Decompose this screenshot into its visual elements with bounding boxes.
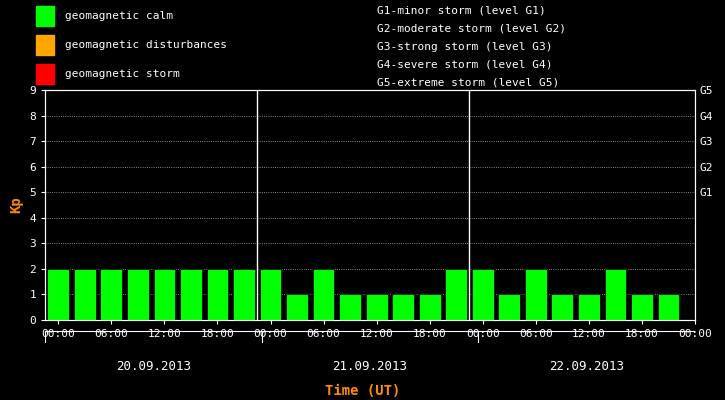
Text: G4-severe storm (level G4): G4-severe storm (level G4) bbox=[377, 60, 552, 70]
Bar bbox=[47, 269, 69, 320]
Text: 22.09.2013: 22.09.2013 bbox=[549, 360, 624, 373]
Text: G1-minor storm (level G1): G1-minor storm (level G1) bbox=[377, 6, 546, 16]
Text: Time (UT): Time (UT) bbox=[325, 384, 400, 398]
Bar bbox=[74, 269, 96, 320]
Bar bbox=[233, 269, 255, 320]
Bar bbox=[472, 269, 494, 320]
Text: 21.09.2013: 21.09.2013 bbox=[333, 360, 407, 373]
Bar bbox=[154, 269, 175, 320]
Text: G5-extreme storm (level G5): G5-extreme storm (level G5) bbox=[377, 78, 559, 88]
Text: geomagnetic storm: geomagnetic storm bbox=[65, 69, 180, 79]
Text: 20.09.2013: 20.09.2013 bbox=[116, 360, 191, 373]
Bar bbox=[286, 294, 308, 320]
Bar bbox=[578, 294, 600, 320]
Bar bbox=[445, 269, 467, 320]
Bar bbox=[180, 269, 202, 320]
Bar bbox=[631, 294, 652, 320]
Bar bbox=[339, 294, 361, 320]
Bar bbox=[605, 269, 626, 320]
Bar bbox=[207, 269, 228, 320]
Bar bbox=[260, 269, 281, 320]
Text: G2-moderate storm (level G2): G2-moderate storm (level G2) bbox=[377, 24, 566, 34]
Text: geomagnetic disturbances: geomagnetic disturbances bbox=[65, 40, 227, 50]
Bar bbox=[36, 64, 54, 84]
Bar bbox=[525, 269, 547, 320]
Text: geomagnetic calm: geomagnetic calm bbox=[65, 11, 173, 21]
Y-axis label: Kp: Kp bbox=[9, 197, 24, 213]
Bar bbox=[658, 294, 679, 320]
Bar bbox=[365, 294, 387, 320]
Text: G3-strong storm (level G3): G3-strong storm (level G3) bbox=[377, 42, 552, 52]
Bar bbox=[552, 294, 573, 320]
Bar bbox=[392, 294, 414, 320]
Bar bbox=[101, 269, 123, 320]
Bar bbox=[127, 269, 149, 320]
Bar bbox=[36, 35, 54, 55]
Bar bbox=[36, 6, 54, 26]
Bar bbox=[498, 294, 520, 320]
Bar bbox=[312, 269, 334, 320]
Bar bbox=[419, 294, 441, 320]
